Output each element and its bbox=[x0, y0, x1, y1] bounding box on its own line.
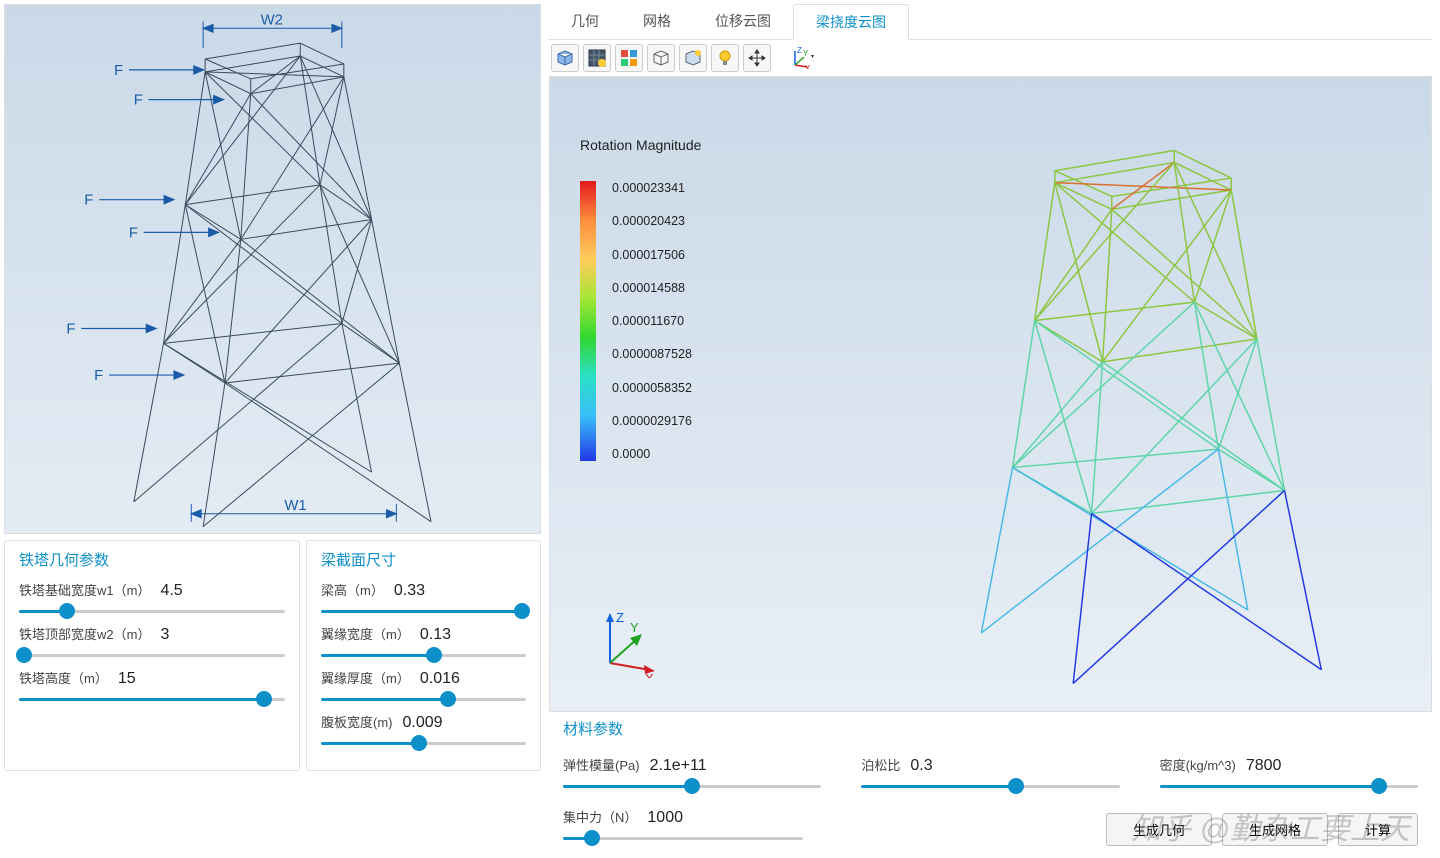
svg-text:X: X bbox=[805, 64, 811, 69]
beam-params-title: 梁截面尺寸 bbox=[321, 549, 526, 570]
svg-text:Z: Z bbox=[797, 47, 802, 55]
svg-text:Y: Y bbox=[803, 49, 809, 58]
viewport-toolbar: Z X Y bbox=[549, 40, 1432, 76]
tab-1[interactable]: 网格 bbox=[621, 4, 693, 39]
wireframe-cube-icon[interactable] bbox=[647, 44, 675, 72]
force-label: F bbox=[129, 225, 138, 241]
mat-0-label: 弹性模量(Pa) bbox=[563, 755, 640, 774]
beam-3-label: 腹板宽度(m) bbox=[321, 712, 393, 731]
mat-1-value: 0.3 bbox=[910, 757, 932, 775]
mat-1-slider[interactable] bbox=[861, 777, 1119, 795]
geo-2-param: 铁塔高度（m） 15 bbox=[19, 668, 285, 708]
beam-2-value: 0.016 bbox=[420, 670, 460, 688]
geo-1-label: 铁塔顶部宽度w2（m） bbox=[19, 624, 150, 643]
bulb-icon[interactable] bbox=[711, 44, 739, 72]
calculate-button[interactable]: 计算 bbox=[1338, 813, 1418, 846]
tab-3[interactable]: 梁挠度云图 bbox=[793, 4, 909, 40]
mat-1-label: 泊松比 bbox=[861, 755, 900, 774]
geometry-params-title: 铁塔几何参数 bbox=[19, 549, 285, 570]
geo-2-value: 15 bbox=[118, 670, 136, 688]
mat-2-slider[interactable] bbox=[1160, 777, 1418, 795]
generate-mesh-button[interactable]: 生成网格 bbox=[1222, 813, 1328, 846]
force-label: F bbox=[94, 368, 103, 384]
geometry-params-panel: 铁塔几何参数 铁塔基础宽度w1（m） 4.5 铁塔顶部宽度w2（m） 3 铁塔高… bbox=[4, 540, 300, 771]
beam-3-param: 腹板宽度(m) 0.009 bbox=[321, 712, 526, 752]
dim-w1-label: W1 bbox=[284, 498, 306, 514]
beam-2-param: 翼缘厚度（m） 0.016 bbox=[321, 668, 526, 708]
mat-2-value: 7800 bbox=[1246, 757, 1282, 775]
force-label: F bbox=[84, 193, 93, 209]
beam-1-param: 翼缘宽度（m） 0.13 bbox=[321, 624, 526, 664]
generate-geometry-button[interactable]: 生成几何 bbox=[1106, 813, 1212, 846]
force-label: F bbox=[114, 63, 123, 79]
geometry-viewport[interactable]: W2 W1 bbox=[4, 4, 541, 534]
force-value: 1000 bbox=[647, 809, 683, 827]
dim-w2-label: W2 bbox=[261, 12, 283, 28]
material-params-title: 材料参数 bbox=[549, 718, 1432, 739]
result-viewport[interactable]: Rotation Magnitude 0.0000233410.00002042… bbox=[549, 76, 1432, 712]
geo-2-label: 铁塔高度（m） bbox=[19, 668, 108, 687]
mat-2-param: 密度(kg/m^3) 7800 bbox=[1160, 755, 1418, 795]
beam-2-slider[interactable] bbox=[321, 690, 526, 708]
beam-3-slider[interactable] bbox=[321, 734, 526, 752]
beam-0-label: 梁高（m） bbox=[321, 580, 384, 599]
force-param: 集中力（N） 1000 bbox=[563, 807, 803, 847]
mat-0-value: 2.1e+11 bbox=[650, 757, 707, 775]
mat-0-slider[interactable] bbox=[563, 777, 821, 795]
beam-params-panel: 梁截面尺寸 梁高（m） 0.33 翼缘宽度（m） 0.13 翼缘厚度（m） 0.… bbox=[306, 540, 541, 771]
mat-0-param: 弹性模量(Pa) 2.1e+11 bbox=[563, 755, 821, 795]
result-tabs: 几何网格位移云图梁挠度云图 bbox=[549, 4, 1432, 40]
axis-dropdown-icon[interactable]: Z X Y bbox=[787, 44, 817, 72]
cube-icon[interactable] bbox=[551, 44, 579, 72]
geo-2-slider[interactable] bbox=[19, 690, 285, 708]
force-label: 集中力（N） bbox=[563, 807, 637, 826]
beam-0-value: 0.33 bbox=[394, 582, 425, 600]
tab-2[interactable]: 位移云图 bbox=[693, 4, 793, 39]
tab-0[interactable]: 几何 bbox=[549, 4, 621, 39]
geo-0-label: 铁塔基础宽度w1（m） bbox=[19, 580, 150, 599]
beam-1-slider[interactable] bbox=[321, 646, 526, 664]
cube-light-icon[interactable] bbox=[679, 44, 707, 72]
geo-1-param: 铁塔顶部宽度w2（m） 3 bbox=[19, 624, 285, 664]
force-label: F bbox=[66, 321, 75, 337]
beam-0-slider[interactable] bbox=[321, 602, 526, 620]
geo-1-value: 3 bbox=[160, 626, 169, 644]
geo-0-param: 铁塔基础宽度w1（m） 4.5 bbox=[19, 580, 285, 620]
force-slider[interactable] bbox=[563, 829, 803, 847]
geo-0-value: 4.5 bbox=[160, 582, 182, 600]
move-arrows-icon[interactable] bbox=[743, 44, 771, 72]
mat-2-label: 密度(kg/m^3) bbox=[1160, 755, 1236, 774]
palette-icon[interactable] bbox=[615, 44, 643, 72]
force-label: F bbox=[134, 93, 143, 109]
beam-1-label: 翼缘宽度（m） bbox=[321, 624, 410, 643]
geo-0-slider[interactable] bbox=[19, 602, 285, 620]
beam-0-param: 梁高（m） 0.33 bbox=[321, 580, 526, 620]
mat-1-param: 泊松比 0.3 bbox=[861, 755, 1119, 795]
beam-2-label: 翼缘厚度（m） bbox=[321, 668, 410, 687]
grid-light-icon[interactable] bbox=[583, 44, 611, 72]
geo-1-slider[interactable] bbox=[19, 646, 285, 664]
beam-3-value: 0.009 bbox=[403, 714, 443, 732]
beam-1-value: 0.13 bbox=[420, 626, 451, 644]
